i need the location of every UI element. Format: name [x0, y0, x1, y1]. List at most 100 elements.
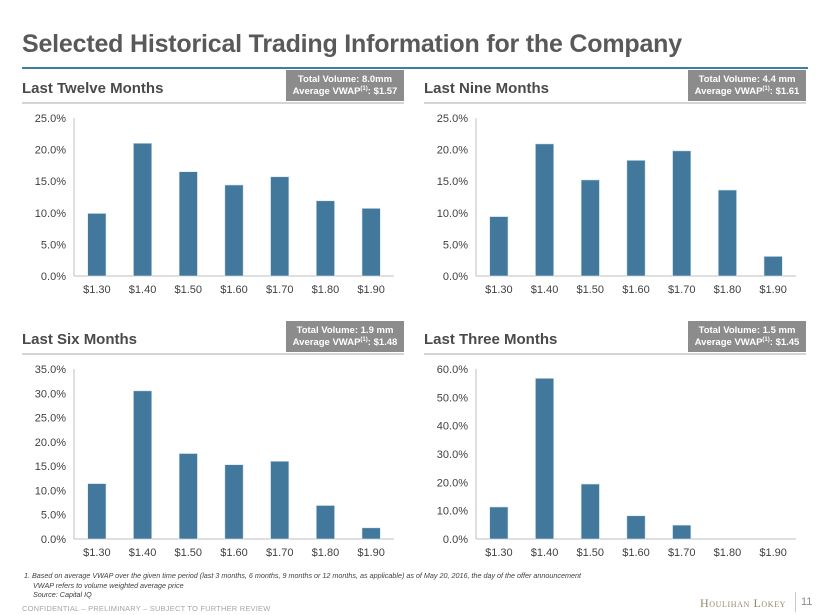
x-tick-label: $1.30 — [485, 284, 513, 296]
y-tick-label: 5.0% — [443, 239, 468, 251]
stats-box: Total Volume: 4.4 mm Average VWAP(1): $1… — [688, 70, 806, 101]
panel-last-nine-months: Last Nine Months Total Volume: 4.4 mm Av… — [424, 70, 806, 310]
x-tick-label: $1.30 — [83, 284, 111, 296]
brand-logo: Houlihan Lokey — [700, 596, 787, 610]
x-tick-label: $1.50 — [577, 547, 605, 559]
title-divider — [22, 67, 808, 69]
bar-1-70 — [270, 176, 290, 277]
x-tick-label: $1.80 — [714, 547, 742, 559]
x-tick-label: $1.90 — [357, 547, 385, 559]
bar-1-70 — [270, 460, 290, 540]
bar-1-40 — [535, 143, 555, 277]
x-tick-label: $1.40 — [531, 284, 559, 296]
x-tick-label: $1.60 — [220, 547, 248, 559]
y-tick-label: 25.0% — [35, 113, 66, 125]
x-tick-label: $1.60 — [220, 284, 248, 296]
bar-1-40 — [133, 390, 153, 540]
y-tick-label: 25.0% — [35, 413, 66, 425]
bar-1-70 — [672, 524, 692, 540]
y-tick-label: 30.0% — [35, 388, 66, 400]
footnotes: 1. Based on average VWAP over the given … — [24, 571, 581, 600]
x-tick-label: $1.40 — [129, 547, 157, 559]
y-tick-label: 20.0% — [437, 477, 468, 489]
stats-box: Total Volume: 1.5 mm Average VWAP(1): $1… — [688, 321, 806, 352]
x-tick-label: $1.70 — [266, 547, 294, 559]
y-tick-label: 0.0% — [443, 534, 468, 546]
stats-box: Total Volume: 1.9 mm Average VWAP(1): $1… — [286, 321, 404, 352]
footer-divider — [795, 592, 796, 612]
x-tick-label: $1.50 — [175, 284, 203, 296]
bar-1-40 — [133, 142, 153, 277]
bar-1-80 — [315, 505, 335, 540]
y-tick-label: 10.0% — [35, 485, 66, 497]
bar-chart-last-nine-months: 0.0% 5.0% 10.0% 15.0% 20.0% 25.0% $1.30 $1.40 $1… — [437, 113, 796, 296]
total-volume: Total Volume: 1.5 mm — [698, 325, 796, 336]
bar-1-60 — [224, 464, 244, 540]
panel-title: Last Three Months — [424, 331, 558, 348]
bar-1-30 — [489, 216, 509, 277]
panel-last-six-months: Last Six Months Total Volume: 1.9 mm Ave… — [22, 321, 404, 561]
bar-1-30 — [87, 213, 107, 277]
bar-1-50 — [580, 179, 600, 277]
panel-header: Last Nine Months Total Volume: 4.4 mm Av… — [424, 70, 806, 104]
y-tick-label: 0.0% — [41, 534, 66, 546]
bar-1-50 — [178, 171, 198, 277]
total-volume: Total Volume: 1.9 mm — [296, 325, 394, 336]
x-tick-label: $1.70 — [668, 547, 696, 559]
y-tick-label: 0.0% — [443, 271, 468, 283]
panel-title: Last Twelve Months — [22, 80, 164, 97]
y-tick-label: 30.0% — [437, 449, 468, 461]
bar-1-80 — [717, 189, 737, 277]
y-tick-label: 15.0% — [35, 461, 66, 473]
y-tick-label: 15.0% — [437, 176, 468, 188]
bar-chart-last-six-months: 0.0% 5.0% 10.0% 15.0% 20.0% 25.0% 30.0% 35.0% $1… — [35, 364, 394, 559]
bar-1-90 — [361, 208, 381, 277]
bar-1-60 — [224, 184, 244, 277]
y-tick-label: 60.0% — [437, 364, 468, 376]
average-vwap: Average VWAP(1): $1.61 — [694, 85, 800, 97]
panel-header: Last Twelve Months Total Volume: 8.0mm A… — [22, 70, 404, 104]
panel-last-twelve-months: Last Twelve Months Total Volume: 8.0mm A… — [22, 70, 404, 310]
bar-1-30 — [489, 506, 509, 540]
y-tick-label: 10.0% — [437, 506, 468, 518]
total-volume: Total Volume: 4.4 mm — [698, 74, 796, 85]
y-tick-label: 15.0% — [35, 176, 66, 188]
y-tick-label: 20.0% — [437, 145, 468, 157]
average-vwap: Average VWAP(1): $1.45 — [694, 336, 800, 348]
footnote-source: Source: Capital IQ — [33, 590, 92, 599]
y-tick-label: 20.0% — [35, 437, 66, 449]
x-tick-label: $1.90 — [357, 284, 385, 296]
footnote-1: 1. Based on average VWAP over the given … — [24, 571, 581, 580]
x-tick-label: $1.80 — [312, 284, 340, 296]
panel-header: Last Six Months Total Volume: 1.9 mm Ave… — [22, 321, 404, 355]
bar-1-40 — [535, 378, 555, 540]
x-tick-label: $1.40 — [531, 547, 559, 559]
bar-1-90 — [763, 256, 783, 277]
x-tick-label: $1.50 — [175, 547, 203, 559]
y-tick-label: 50.0% — [437, 392, 468, 404]
x-tick-label: $1.30 — [83, 547, 111, 559]
y-tick-label: 40.0% — [437, 421, 468, 433]
bar-1-60 — [626, 515, 646, 540]
y-tick-label: 0.0% — [41, 271, 66, 283]
bar-1-70 — [672, 150, 692, 277]
x-tick-label: $1.70 — [266, 284, 294, 296]
confidentiality-notice: CONFIDENTIAL – PRELIMINARY – SUBJECT TO … — [22, 604, 271, 613]
x-tick-label: $1.90 — [759, 284, 787, 296]
x-tick-label: $1.90 — [759, 547, 787, 559]
x-tick-label: $1.70 — [668, 284, 696, 296]
y-tick-label: 5.0% — [41, 239, 66, 251]
page-title: Selected Historical Trading Information … — [22, 30, 682, 58]
y-tick-label: 10.0% — [437, 208, 468, 220]
bar-1-50 — [580, 483, 600, 540]
x-tick-label: $1.80 — [312, 547, 340, 559]
stats-box: Total Volume: 8.0mm Average VWAP(1): $1.… — [286, 70, 404, 101]
bar-1-50 — [178, 453, 198, 540]
bar-chart-last-twelve-months: 0.0% 5.0% 10.0% 15.0% 20.0% 25.0% $1.30 $1.40 $1… — [35, 113, 394, 296]
y-tick-label: 10.0% — [35, 208, 66, 220]
x-tick-label: $1.80 — [714, 284, 742, 296]
x-tick-label: $1.40 — [129, 284, 157, 296]
average-vwap: Average VWAP(1): $1.57 — [292, 85, 398, 97]
footnote-vwap-definition: VWAP refers to volume weighted average p… — [33, 580, 184, 590]
bar-1-60 — [626, 160, 646, 277]
